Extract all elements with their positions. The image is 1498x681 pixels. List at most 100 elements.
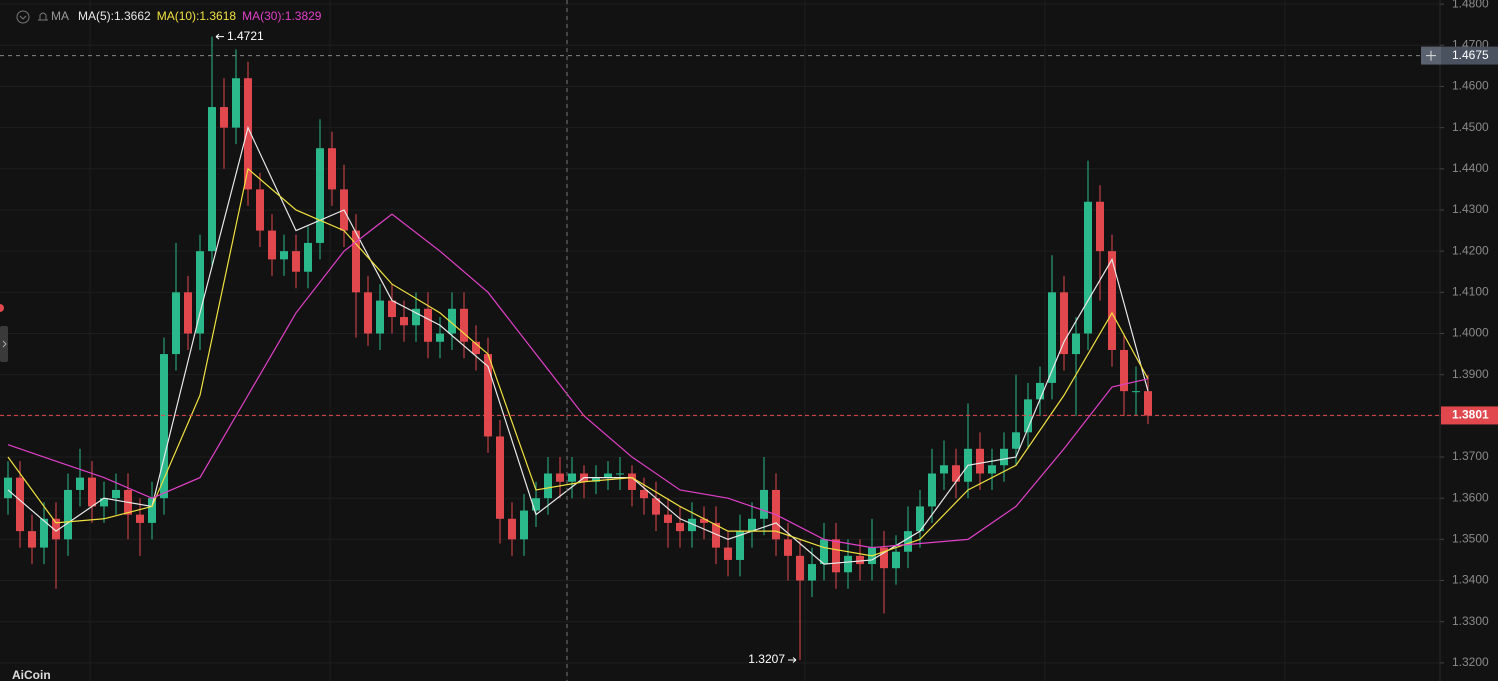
- candle-body: [904, 531, 912, 552]
- candle-body: [100, 498, 108, 507]
- side-panel-toggle[interactable]: [0, 326, 8, 362]
- candle-body: [532, 498, 540, 511]
- candle-body: [496, 436, 504, 519]
- edge-marker: [0, 304, 4, 312]
- overlay: 1.4675 1.3801 1.4721 1.3207: [0, 29, 1498, 666]
- candle-body: [664, 514, 672, 523]
- legend-entry: MA(10):1.3618: [157, 9, 237, 23]
- candle-body: [520, 510, 528, 540]
- candle-body: [928, 473, 936, 507]
- ma-line: [7, 125, 1149, 565]
- candle-body: [376, 300, 384, 334]
- candle-body: [688, 518, 696, 532]
- candle-body: [484, 354, 492, 437]
- candle-body: [616, 473, 624, 475]
- candle-body: [1072, 333, 1080, 355]
- candle-body: [1132, 391, 1140, 393]
- candle-body: [112, 489, 120, 499]
- candle-body: [988, 465, 996, 474]
- candle-body: [556, 473, 564, 482]
- candle-body: [508, 518, 516, 540]
- candle-body: [304, 242, 312, 272]
- y-tick-label: 1.4000: [1452, 326, 1489, 340]
- candle-body: [196, 251, 204, 334]
- candle-body: [604, 473, 612, 478]
- y-tick-label: 1.4100: [1452, 284, 1489, 298]
- candle-body: [892, 551, 900, 569]
- candle-body: [640, 489, 648, 499]
- candle-body: [172, 292, 180, 355]
- candle-body: [1144, 391, 1152, 416]
- crosshair-price-box: [1441, 46, 1498, 65]
- candle-body: [1084, 201, 1092, 334]
- crosshair-price-label: 1.4675: [1452, 48, 1489, 62]
- y-tick-label: 1.3900: [1452, 367, 1489, 381]
- candle-body: [568, 473, 576, 482]
- candle-body: [232, 78, 240, 128]
- ma-legend: MA(5):1.3662 MA(10):1.3618 MA(30):1.3829: [78, 9, 322, 23]
- candle-body: [1000, 448, 1008, 466]
- watermark: AiCoin: [12, 668, 51, 681]
- candle-body: [952, 465, 960, 482]
- candle-body: [364, 292, 372, 334]
- legend-entry: MA(5):1.3662: [78, 9, 151, 23]
- y-tick-label: 1.4600: [1452, 79, 1489, 93]
- y-tick-label: 1.3600: [1452, 490, 1489, 504]
- collapse-icon[interactable]: [16, 10, 30, 24]
- candle-body: [820, 539, 828, 565]
- candle-body: [52, 518, 60, 540]
- y-tick-label: 1.3500: [1452, 532, 1489, 546]
- y-tick-label: 1.3200: [1452, 655, 1489, 669]
- candle-body: [1048, 292, 1056, 383]
- legend-entry: MA(30):1.3829: [242, 9, 322, 23]
- candle-body: [544, 473, 552, 499]
- candle-body: [280, 251, 288, 260]
- candle-body: [436, 333, 444, 342]
- y-tick-label: 1.3300: [1452, 614, 1489, 628]
- candle-body: [256, 189, 264, 231]
- candle-body: [40, 518, 48, 548]
- candle-body: [976, 448, 984, 474]
- collapse-chevron: [19, 15, 27, 20]
- candle-body: [244, 78, 252, 190]
- ma-line: [7, 167, 1149, 557]
- candle-body: [460, 308, 468, 342]
- y-tick-label: 1.4800: [1452, 0, 1489, 10]
- candle-body: [832, 539, 840, 573]
- y-tick-label: 1.4300: [1452, 202, 1489, 216]
- y-tick-label: 1.4500: [1452, 120, 1489, 134]
- plus-icon: [1426, 50, 1436, 61]
- candle-body: [64, 489, 72, 540]
- candle-body: [808, 564, 816, 581]
- candle-body: [1096, 201, 1104, 252]
- candle-body: [388, 300, 396, 318]
- candle-body: [652, 498, 660, 515]
- candle-body: [4, 477, 12, 499]
- bell-icon[interactable]: [38, 12, 48, 21]
- candle-body: [784, 539, 792, 556]
- candle-body: [268, 230, 276, 260]
- candle-body: [424, 308, 432, 342]
- candle-body: [736, 531, 744, 560]
- candle-body: [88, 477, 96, 507]
- candle-body: [1060, 292, 1068, 355]
- candle-body: [472, 341, 480, 355]
- candle-body: [940, 465, 948, 474]
- candle-body: [160, 354, 168, 499]
- candle-body: [676, 522, 684, 532]
- candle-body: [76, 477, 84, 490]
- candle-body: [328, 148, 336, 190]
- candle-body: [292, 251, 300, 272]
- candle-body: [208, 107, 216, 252]
- candle-body: [220, 107, 228, 128]
- max-price-label: 1.4721: [227, 29, 264, 43]
- min-price-label: 1.3207: [748, 652, 785, 666]
- candle-body: [148, 498, 156, 523]
- candle-body: [1036, 382, 1044, 400]
- candle-body: [316, 148, 324, 243]
- candle-body: [1108, 251, 1116, 350]
- candle-body: [400, 317, 408, 326]
- candle-body: [592, 477, 600, 482]
